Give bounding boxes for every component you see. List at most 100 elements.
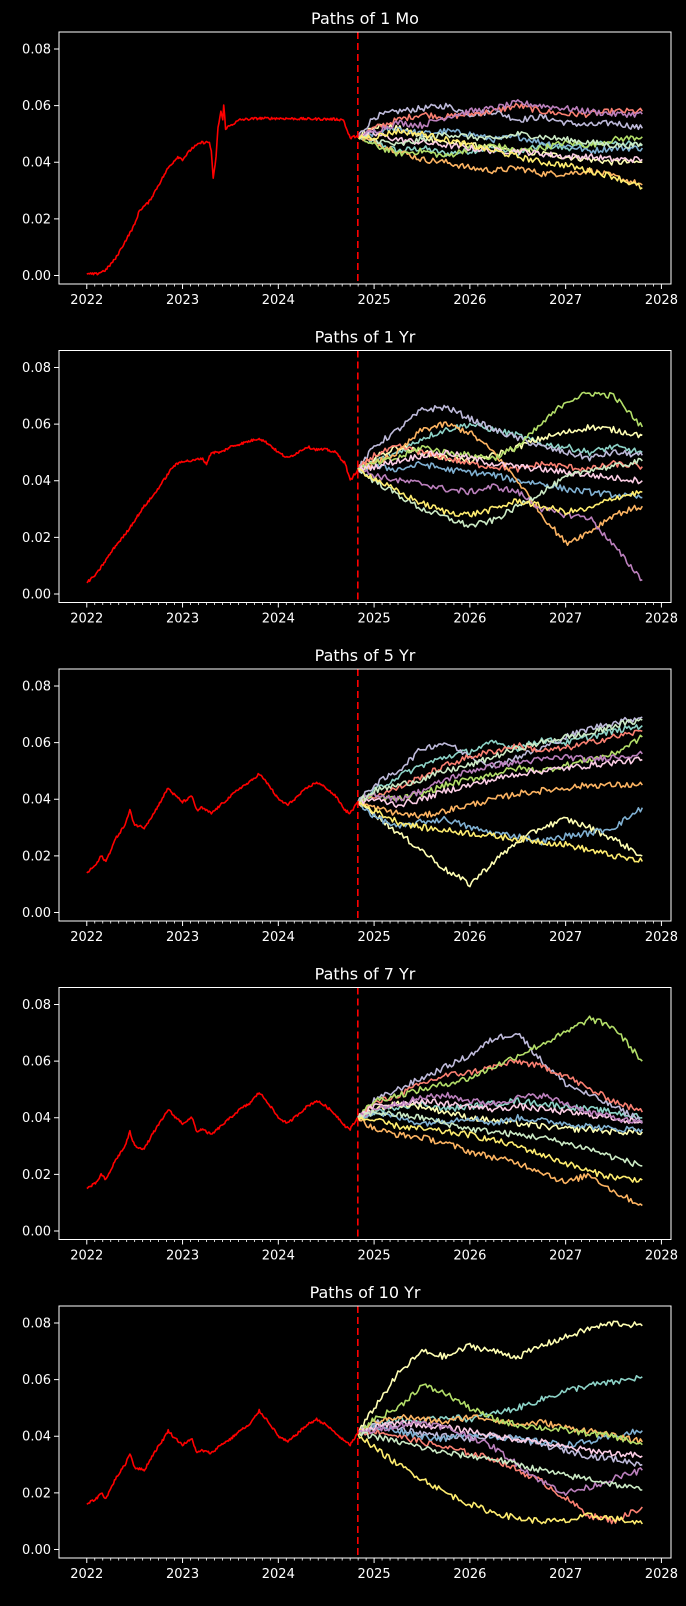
simulated-path [357,130,643,150]
x-tick-label: 2028 [645,1567,678,1582]
y-tick-label: 0.08 [22,361,51,376]
simulated-path [357,716,643,803]
chart-title: Paths of 1 Mo [311,9,419,28]
x-tick-label: 2023 [166,612,199,627]
y-tick-label: 0.06 [22,99,51,114]
simulated-path [357,1433,643,1525]
chart-title: Paths of 10 Yr [310,1283,421,1302]
history-line [86,772,359,874]
x-tick-label: 2024 [262,1567,295,1582]
x-tick-label: 2025 [358,293,391,308]
simulated-path [357,391,644,471]
x-tick-label: 2022 [70,293,103,308]
simulated-path [357,1320,643,1434]
x-tick-label: 2026 [453,612,486,627]
x-tick-label: 2024 [262,930,295,945]
y-tick-label: 0.08 [22,998,51,1013]
y-tick-label: 0.06 [22,1373,51,1388]
y-tick-label: 0.02 [22,531,51,546]
chart-title: Paths of 1 Yr [315,328,416,347]
x-tick-label: 2028 [645,612,678,627]
y-tick-label: 0.08 [22,42,51,57]
x-tick-label: 2027 [549,612,582,627]
y-tick-label: 0.02 [22,849,51,864]
simulated-path [357,131,643,164]
simulated-path [357,128,643,190]
chart-panel: Paths of 5 Yr 0.00 0.02 0.04 0.06 0.08 2022 202… [22,646,678,945]
plot-content [86,1015,643,1207]
x-tick-label: 2024 [262,293,295,308]
y-tick-label: 0.04 [22,474,51,489]
y-tick-label: 0.04 [22,156,51,171]
y-tick-label: 0.06 [22,418,51,433]
simulated-path [357,1424,643,1449]
simulated-path [357,102,643,138]
simulated-path [357,421,643,546]
history-line [86,437,359,584]
x-tick-label: 2022 [70,930,103,945]
chart-title: Paths of 7 Yr [315,965,416,984]
simulated-path [357,1420,643,1496]
x-tick-label: 2027 [549,1249,582,1264]
simulated-path [357,756,643,809]
y-tick-label: 0.00 [22,1225,51,1240]
x-tick-label: 2025 [358,1249,391,1264]
simulated-path [357,1383,643,1446]
simulated-path [357,468,643,518]
y-tick-label: 0.00 [22,588,51,603]
simulated-path [357,750,643,803]
x-tick-label: 2022 [70,612,103,627]
y-tick-label: 0.02 [22,212,51,227]
chart-panel: Paths of 1 Mo 0.00 0.02 0.04 0.06 0.08 2022 202… [22,9,678,308]
simulated-path [357,1117,643,1207]
x-tick-label: 2026 [453,293,486,308]
y-tick-label: 0.00 [22,1543,51,1558]
simulated-path [357,1109,643,1167]
simulated-path [357,424,643,470]
y-tick-label: 0.04 [22,793,51,808]
y-tick-label: 0.00 [22,269,51,284]
x-tick-label: 2027 [549,930,582,945]
axes-frame [58,1305,672,1559]
simulated-path [357,801,643,863]
y-tick-label: 0.00 [22,906,51,921]
x-tick-label: 2022 [70,1249,103,1264]
x-tick-label: 2023 [166,930,199,945]
simulated-path [357,1420,643,1458]
chart-panel: Paths of 7 Yr 0.00 0.02 0.04 0.06 0.08 2022 202… [22,965,678,1264]
y-tick-label: 0.04 [22,1430,51,1445]
axes-frame [58,350,672,603]
y-tick-label: 0.02 [22,1486,51,1501]
simulated-path [357,449,643,485]
x-tick-label: 2027 [549,1567,582,1582]
simulated-path [357,457,643,528]
simulated-path [357,1015,643,1120]
y-tick-label: 0.06 [22,1055,51,1070]
simulated-path [357,404,643,471]
simulated-path [357,468,643,582]
simulated-path [357,781,643,819]
y-tick-label: 0.06 [22,736,51,751]
y-tick-label: 0.02 [22,1168,51,1183]
axes-frame [58,31,672,285]
simulated-path [357,729,643,805]
x-tick-label: 2026 [453,930,486,945]
simulated-path [357,135,643,158]
axes-frame [58,668,672,922]
simulated-path [357,724,643,803]
x-tick-label: 2025 [358,612,391,627]
history-line [86,104,359,276]
x-tick-label: 2027 [549,293,582,308]
x-tick-label: 2024 [262,612,295,627]
plot-content [86,1320,643,1525]
history-line [86,1408,359,1505]
simulated-path [357,1032,643,1124]
plot-content [86,391,644,584]
simulated-path [357,99,643,139]
simulated-path [357,1097,643,1120]
plot-content [86,99,643,276]
axes-frame [58,987,672,1240]
plot-content [86,716,644,888]
x-tick-label: 2025 [358,1567,391,1582]
